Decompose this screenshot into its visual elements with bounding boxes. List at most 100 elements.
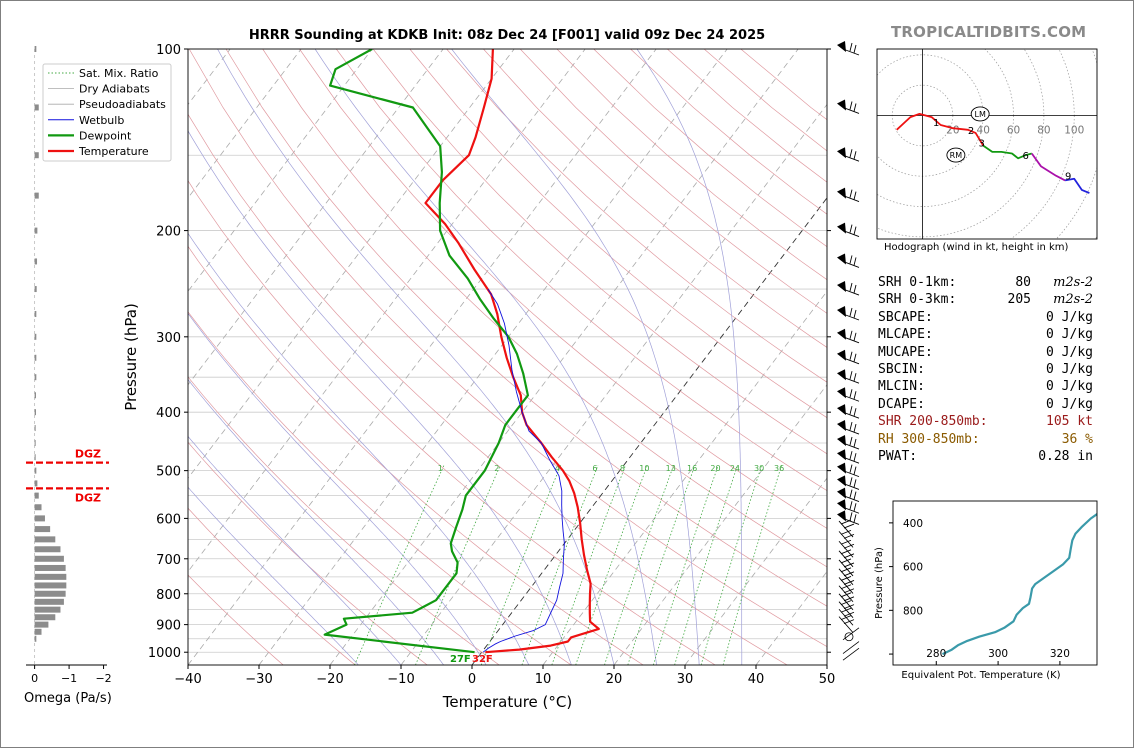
hodograph-caption: Hodograph (wind in kt, height in km) [884, 242, 1069, 253]
dry-adiabat [372, 49, 827, 455]
wind-barb [838, 576, 855, 594]
mixing-ratio-line [674, 465, 738, 665]
omega-bar [34, 515, 45, 522]
stat-row: SBCIN: 0 J/kg [878, 361, 1093, 378]
mixing-ratio-line [652, 465, 719, 665]
dry-adiabat [188, 311, 572, 665]
dry-adiabat [519, 49, 827, 314]
mixing-ratio-label: 8 [620, 464, 625, 473]
dry-adiabat [188, 180, 716, 665]
isotherm-line [258, 49, 728, 665]
wind-barb [837, 306, 860, 321]
dry-adiabat [262, 49, 827, 568]
mixing-ratio-line [521, 465, 599, 665]
moist-adiabat [188, 232, 530, 665]
omega-bar [34, 192, 39, 199]
mixing-ratio-label: 1 [438, 464, 443, 473]
eqpt-x-tick-label: 320 [1050, 648, 1070, 660]
hodograph-ring-label: 80 [1037, 125, 1050, 137]
isotherm-line [188, 49, 657, 665]
mixing-ratio-label: 24 [730, 464, 740, 473]
omega-bar [34, 621, 49, 628]
omega-bar [34, 409, 36, 416]
eqpt-line [942, 512, 1097, 656]
omega-bar [34, 546, 61, 553]
isotherm-line [188, 49, 373, 292]
mixing-ratio-label: 20 [710, 464, 720, 473]
hodograph-height-label: 9 [1065, 172, 1071, 183]
wind-barb [842, 627, 860, 641]
omega-bar [34, 614, 56, 621]
y-tick-label: 900 [156, 619, 181, 634]
stat-value: 0.28 in [1038, 448, 1093, 464]
y-tick-label: 600 [156, 512, 181, 527]
wind-barb [837, 253, 860, 268]
wind-barb [838, 600, 855, 618]
mixing-ratio-label: 30 [754, 464, 764, 473]
stat-value: 205 [1007, 292, 1031, 308]
omega-bar [34, 536, 56, 543]
wind-barb [838, 567, 855, 586]
omega-bar [34, 425, 36, 432]
y-tick-label: 200 [156, 225, 181, 240]
dry-adiabat [446, 49, 827, 383]
stat-value: 0 J/kg [1046, 344, 1093, 360]
wind-barb [837, 487, 860, 503]
x-axis-label: Temperature (°C) [442, 693, 572, 711]
wind-barb [837, 147, 860, 162]
stat-label: RH 300-850mb: [878, 431, 980, 447]
stat-value: 0 J/kg [1046, 309, 1093, 325]
hodograph-ring-label: 60 [1007, 125, 1020, 137]
stat-row: SBCAPE: 0 J/kg [878, 309, 1093, 326]
omega-bar [34, 504, 42, 511]
eqpt-y-tick-label: 800 [903, 605, 923, 617]
omega-bar [34, 564, 66, 571]
stat-label: DCAPE: [878, 396, 925, 412]
legend-entry: Temperature [78, 145, 149, 158]
mixing-ratio-line [722, 465, 782, 665]
stat-label: PWAT: [878, 448, 918, 464]
x-tick-label: 40 [748, 672, 765, 687]
surface-dewpoint-label: 27F [450, 654, 471, 665]
omega-bar [34, 258, 38, 265]
stat-label: SRH 0-1km: [878, 275, 957, 290]
dry-adiabat [188, 245, 644, 665]
temperature-line [424, 49, 600, 654]
eqpt-x-axis-label: Equivalent Pot. Temperature (K) [901, 670, 1060, 681]
legend-entry: Dewpoint [79, 129, 132, 142]
stat-value: 0 J/kg [1046, 379, 1093, 395]
wind-barb [837, 349, 860, 365]
legend: Sat. Mix. Ratio Dry Adiabats Pseudoadiabat… [42, 63, 172, 162]
moist-adiabat [188, 378, 444, 665]
wind-barb [838, 529, 855, 548]
y-tick-label: 500 [156, 465, 181, 480]
legend-entry: Pseudoadiabats [79, 98, 166, 111]
wind-barb [842, 641, 860, 654]
wind-barb [842, 647, 860, 661]
stat-unit: m2s-2 [1053, 292, 1093, 308]
isotherm-line [188, 49, 302, 199]
x-tick-label: −40 [174, 672, 201, 687]
mixing-ratio-line [627, 465, 696, 665]
omega-bar [34, 354, 37, 361]
x-tick-label: 0 [468, 672, 476, 687]
dry-adiabat [188, 507, 356, 665]
eqpt-plot: 280 300 320 400 600 800 Pressure (hPa) Equivale… [874, 500, 1098, 681]
storm-motion-label: RM [950, 151, 963, 160]
legend-box [42, 63, 172, 162]
wind-barb [838, 519, 855, 538]
moist-adiabat [636, 49, 743, 665]
skewt-plot: 1 2 4 6 8 10 13 16 20 24 30 36−40 −30 −20 −10 0 10 20 30 40… [42, 41, 860, 711]
y-tick-label: 300 [156, 331, 181, 346]
omega-bar [34, 480, 38, 487]
omega-bar [34, 227, 38, 234]
wind-barb [838, 615, 855, 633]
stat-label: SHR 200-850mb: [878, 414, 988, 430]
mixing-ratio-label: 4 [555, 464, 560, 473]
stat-label: MLCIN: [878, 379, 925, 395]
moist-adiabat [451, 49, 700, 665]
moist-adiabat [188, 130, 572, 665]
mixing-ratio-line [480, 465, 562, 665]
y-tick-label: 1000 [148, 646, 181, 661]
